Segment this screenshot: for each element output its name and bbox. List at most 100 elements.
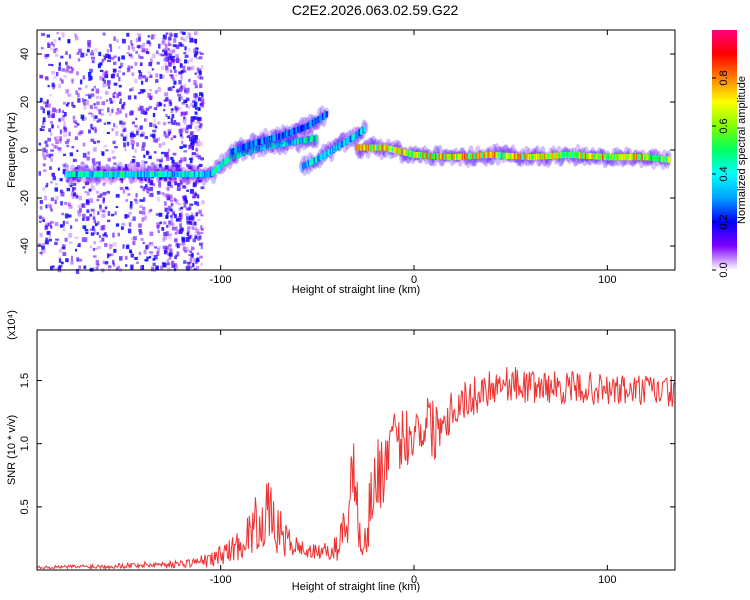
spectrogram-speckle [93,103,96,106]
spectrogram-speckle [113,262,116,267]
spectrogram-speckle [137,54,141,59]
spectrogram-speckle [164,92,169,97]
spectrogram-speckle [119,120,123,125]
spectrogram-speckle [146,40,151,45]
spectrogram-speckle [112,232,115,238]
spectrogram-speckle [126,141,130,147]
spectrogram-speckle [47,41,50,45]
spectrogram-speckle [54,187,59,192]
spectrogram-speckle [91,56,96,60]
spectrogram-speckle [166,224,169,228]
spectrogram-speckle [123,127,127,132]
spectrogram-speckle [84,116,87,121]
spectrogram-speckle [168,244,172,247]
spectrogram-speckle [172,44,177,48]
spectrogram-speckle [96,198,100,202]
spectrogram-speckle [105,53,109,58]
spectrogram-speckle [178,42,182,47]
spectrogram-speckle [146,256,150,259]
spectrogram-speckle [91,60,95,64]
snr-xtick-label: 0 [411,574,417,586]
spectrogram-speckle [50,197,55,202]
spectrogram-speckle [186,66,191,71]
spectrogram-speckle [132,176,135,180]
spectrogram-speckle [96,118,101,122]
spectrogram-speckle [131,46,136,52]
spectrogram-speckle [195,228,200,233]
spectrogram-speckle [170,221,174,226]
spectrogram-speckle [150,134,154,137]
spectrogram-speckle [61,32,65,38]
spectrogram-speckle [41,243,45,246]
spectrogram-speckle [189,203,194,206]
spectrogram-speckle [100,108,104,111]
spectrogram-speckle [166,262,170,266]
spectrogram-speckle [145,151,150,155]
spectrogram-speckle [196,129,201,132]
spectrogram-speckle [73,194,77,198]
spectrogram-speckle [188,218,192,224]
spectrogram-speckle [44,54,47,58]
spectrogram-speckle [193,48,196,54]
spectrogram-speckle [48,128,52,132]
spectrogram-speckle [92,247,95,252]
spectrogram-speckle [119,101,122,104]
spectrogram-speckle [111,150,115,154]
spectrogram-speckle [161,74,165,79]
spectrogram-speckle [183,260,187,264]
spectrogram-speckle [164,41,167,47]
spectrogram-speckle [196,95,200,98]
spectrogram-speckle [122,72,126,76]
spectrogram-tracks-layer [63,105,672,187]
spectrogram-speckle [86,179,89,184]
spectrogram-speckle [193,52,197,55]
spectrogram-speckle [155,104,159,108]
spectrogram-cell [325,111,329,118]
spectrogram-speckle [82,217,85,221]
spectrogram-speckle [76,149,79,152]
spectrogram-speckle [87,44,91,48]
spectrogram-speckle [52,113,55,118]
spectrogram-speckle [180,31,184,34]
spectrogram-speckle [185,217,188,221]
spectrogram-speckle [112,73,116,76]
spectrogram-speckle [170,137,174,141]
spectrogram-speckle [101,225,106,231]
spectrogram-speckle [199,123,203,127]
colorbar: 0.0 0.2 0.4 0.6 0.8 Normalized spectral ampl… [712,30,748,278]
spectrogram-speckle [184,128,189,132]
spectrogram-speckle [172,212,175,216]
spectrogram-speckle [95,96,99,100]
spectrogram-speckle [162,49,165,53]
spectrogram-speckle [40,75,43,79]
spectrogram-speckle [194,232,197,237]
spectrogram-speckle [183,38,187,42]
spectrogram-speckle [72,175,76,181]
spectrogram-speckle [42,147,46,152]
spectrogram-speckle [118,66,122,69]
spectrogram-speckle [42,121,45,125]
spectrogram-speckle [163,57,166,62]
spectrogram-speckle [149,251,154,254]
spectrogram-speckle [92,211,95,217]
spectrogram-speckle [47,110,51,116]
spectrogram-speckle [177,93,182,97]
spectrogram-speckle [195,153,199,158]
spectrogram-speckle [151,176,155,179]
spectrogram-speckle [172,152,177,156]
spectrogram-speckle [111,167,115,172]
spectrogram-speckle [194,111,198,115]
spectrogram-speckle [106,190,111,194]
spectrogram-speckle [63,111,67,117]
spectrogram-speckle [122,244,125,249]
spectrogram-speckle [140,265,144,270]
spectrogram-speckle [94,129,97,134]
spectrogram-speckle [183,116,186,119]
spectrogram-speckle [158,185,162,188]
spectrogram-speckle [118,46,121,49]
spectrogram-speckle [107,54,111,60]
spectrogram-speckle [50,158,53,162]
spectrogram-speckle [170,217,173,221]
spectrogram-speckle [65,89,70,94]
spectrogram-speckle [199,52,204,56]
